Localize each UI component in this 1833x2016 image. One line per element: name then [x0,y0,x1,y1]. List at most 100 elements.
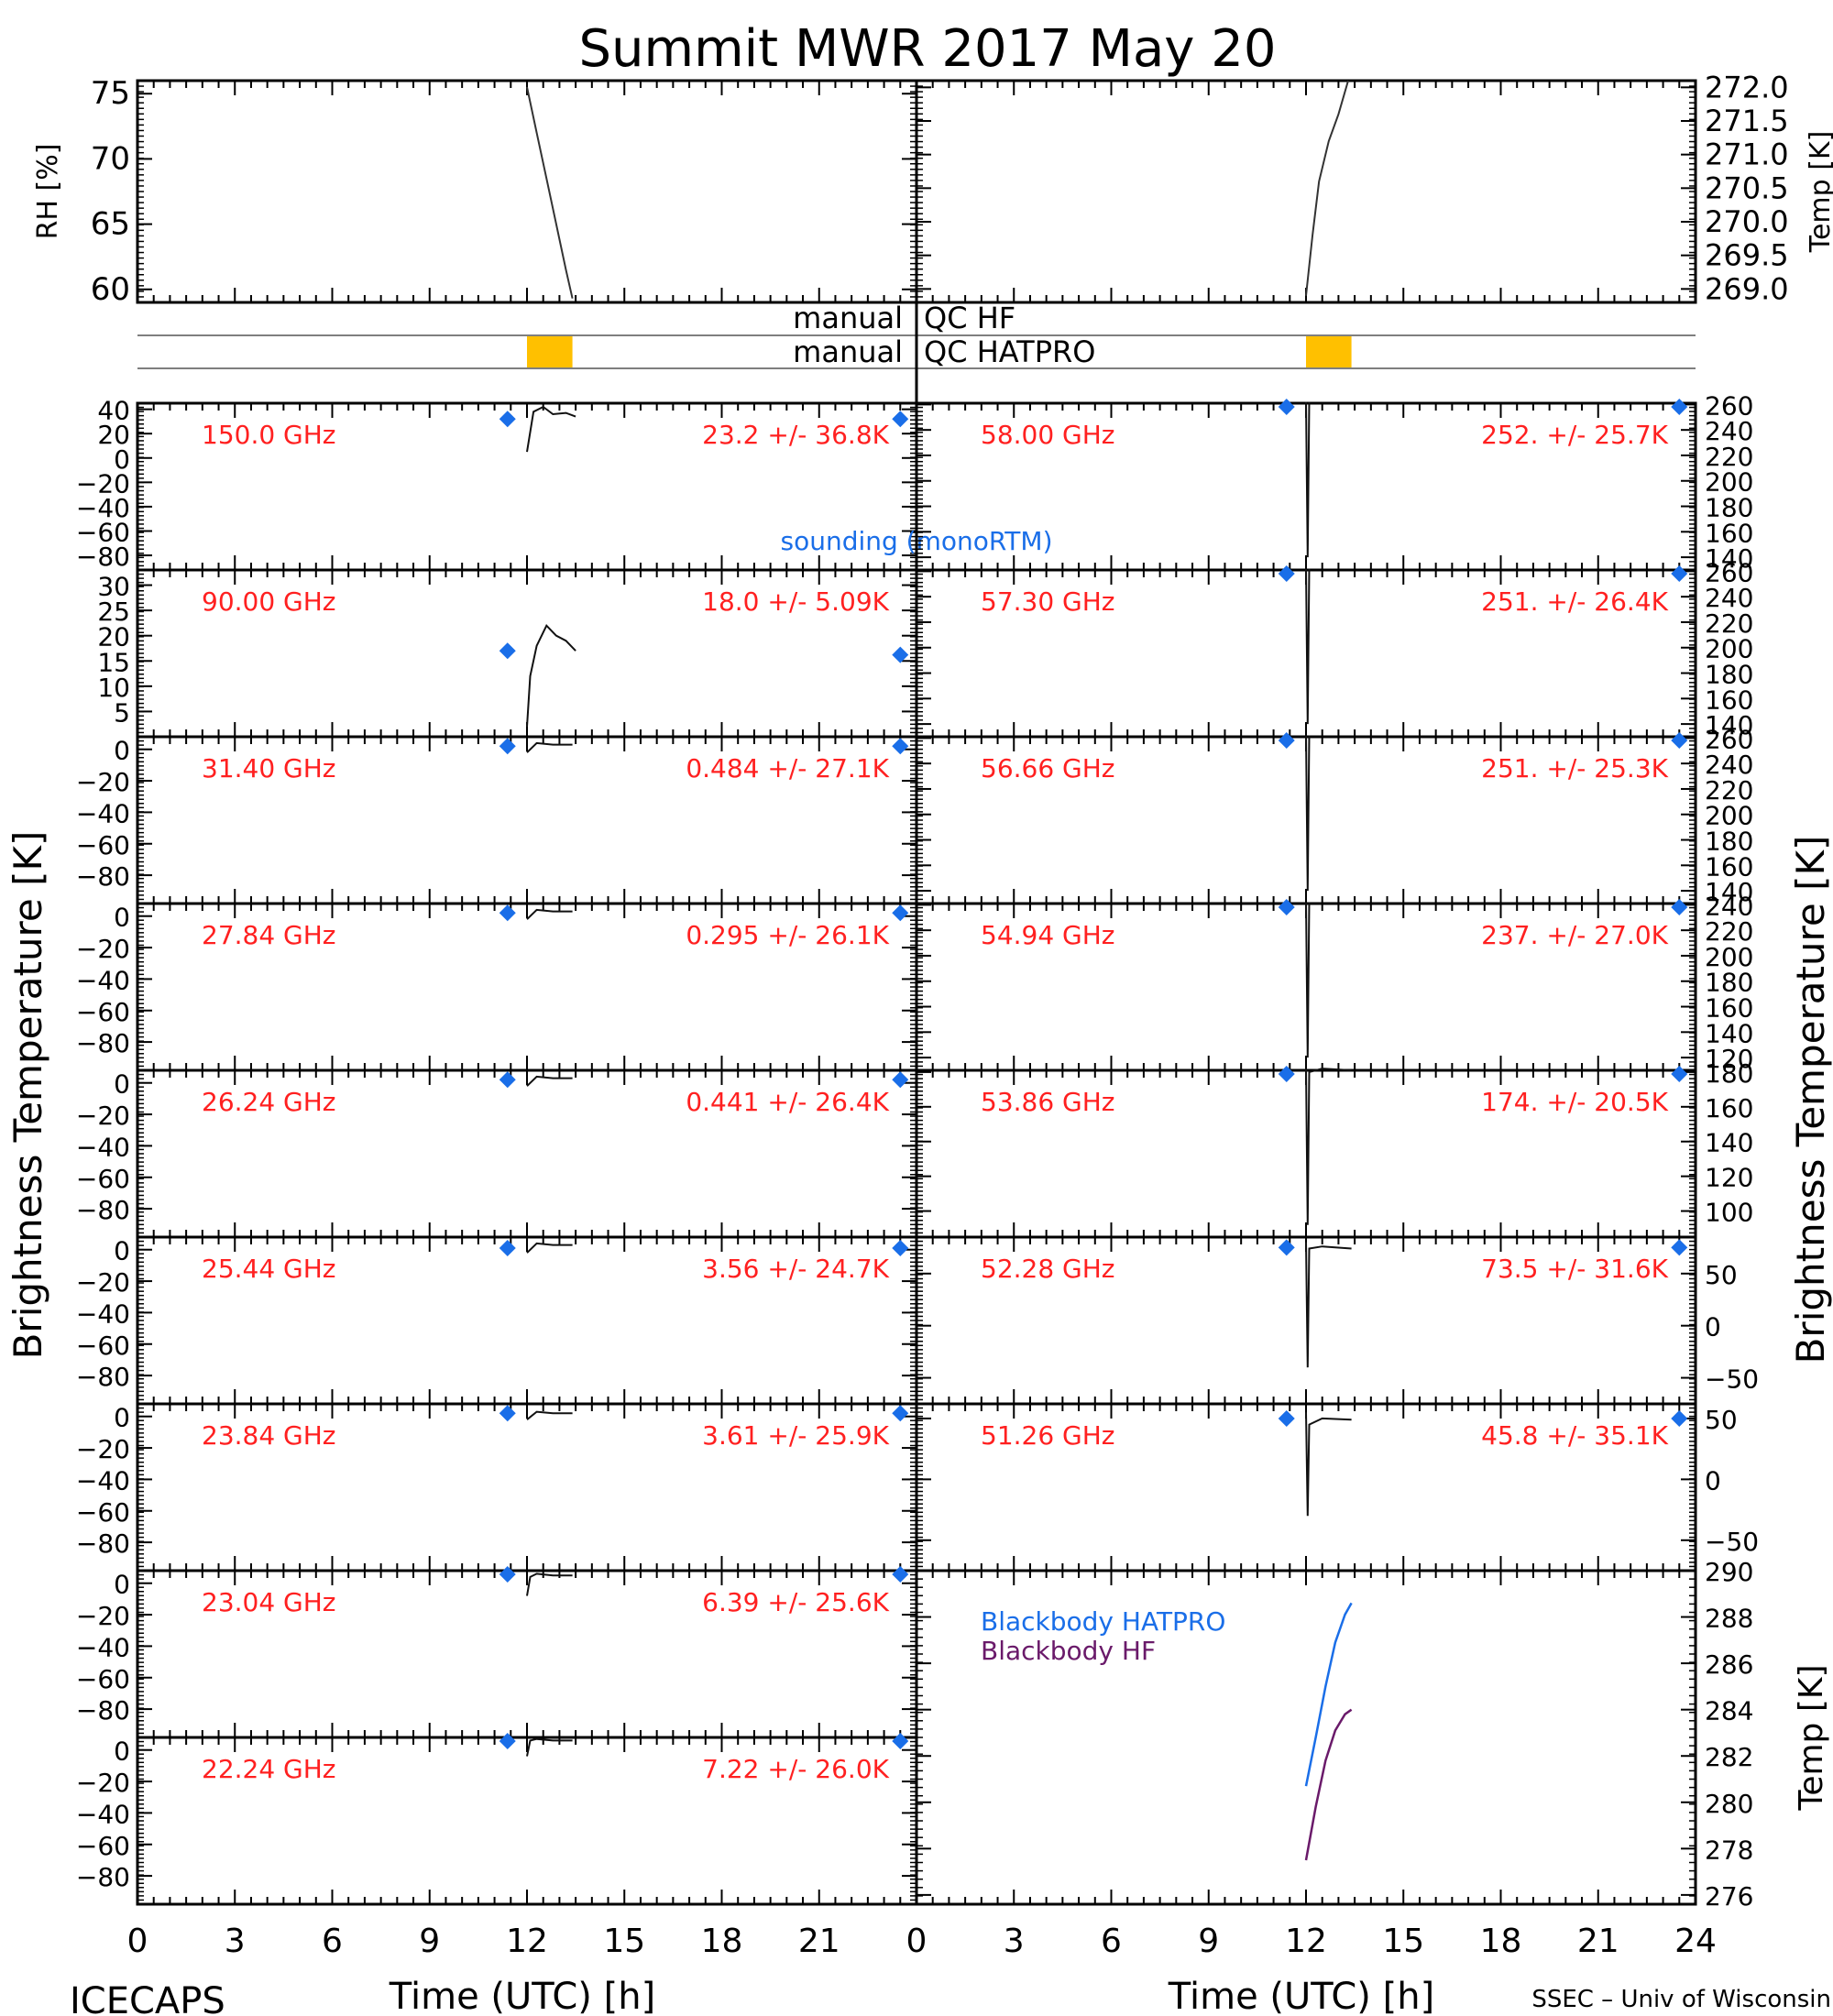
right-ch-1-y-tick-label: 140 [1705,710,1753,740]
left-ch-5-y-tick-label: −20 [76,1267,130,1298]
blackbody-series-line [1304,1708,1353,1861]
right-ch-0-y-tick-label: 140 [1705,543,1753,574]
blackbody-axis-label: Temp [K] [1793,1664,1830,1811]
right-ch-6-y-tick-label: 50 [1705,1405,1738,1435]
panels: 60657075269.0269.5270.0270.5271.0271.527… [32,70,1833,1960]
right-ch-6-trace [1305,1412,1352,1517]
right-ch-1-y-tick-label: 240 [1705,583,1753,613]
right-ch-1-freq-label: 57.30 GHz [981,586,1115,617]
left-ch-0-sounding-marker [892,411,909,428]
x-tick-label-right: 15 [1382,1923,1424,1960]
x-tick-label-left: 3 [225,1923,246,1960]
rh-y-tick-label: 70 [91,140,130,177]
left-ch-6-trace [526,1410,573,1420]
left-ch-4-freq-label: 26.24 GHz [202,1087,336,1117]
temp-y-tick-label: 269.0 [1705,271,1789,306]
right-ch-6-stats-label: 45.8 +/- 35.1K [1481,1420,1668,1451]
right-ch-2-y-tick-label: 140 [1705,877,1753,907]
x-tick-label-left: 0 [127,1923,148,1960]
right-ch-3-trace [1305,902,1311,1058]
right-ch-4-y-tick-label: 160 [1705,1093,1753,1123]
right-ch-2-y-tick-label: 240 [1705,750,1753,780]
right-ch-0-y-tick-label: 180 [1705,493,1753,523]
left-ch-4-y-tick-label: −80 [76,1195,130,1225]
left-ch-7-freq-label: 23.04 GHz [202,1587,336,1617]
right-ch-3-y-tick-label: 240 [1705,891,1753,921]
right-ch-4-sounding-marker [1671,1066,1688,1082]
left-ch-5-stats-label: 3.56 +/- 24.7K [702,1254,889,1284]
right-ch-2-y-tick-label: 260 [1705,724,1753,754]
bb-y-tick-label: 286 [1705,1649,1753,1680]
left-ch-8-y-tick-label: 0 [114,1737,130,1767]
left-ch-6-freq-label: 23.84 GHz [202,1420,336,1451]
right-ch-3-y-tick-label: 200 [1705,942,1753,972]
left-ch-7-stats-label: 6.39 +/- 25.6K [702,1587,889,1617]
left-ch-3-stats-label: 0.295 +/- 26.1K [686,920,889,950]
right-ch-3-y-tick-label: 120 [1705,1044,1753,1074]
left-ch-4-y-tick-label: −20 [76,1101,130,1131]
temp-panel-frame [915,79,1697,304]
temp-trace [1305,80,1349,296]
left-ch-7-y-tick-label: 0 [114,1570,130,1600]
left-ch-3-sounding-marker [892,904,909,922]
left-ch-5-y-tick-label: −80 [76,1362,130,1392]
left-ch-3-y-tick-label: −60 [76,997,130,1027]
left-ch-1-y-tick-label: 25 [97,597,130,627]
left-ch-1-trace [526,623,576,728]
right-ch-5-y-tick-label: 0 [1705,1312,1721,1342]
left-ch-8-trace [526,1737,573,1757]
left-ch-3-y-tick-label: 0 [114,903,130,933]
left-ch-2-y-tick-label: −80 [76,861,130,892]
left-ch-1-stats-label: 18.0 +/- 5.09K [702,586,889,617]
right-ch-4-y-tick-label: 120 [1705,1163,1753,1193]
left-ch-4-sounding-marker [499,1071,516,1089]
x-tick-label-left: 21 [798,1923,840,1960]
right-ch-5-y-tick-label: 50 [1705,1260,1738,1290]
right-ch-3-y-tick-label: 140 [1705,1018,1753,1048]
left-ch-7-y-tick-label: −80 [76,1695,130,1726]
left-ch-8-y-tick-label: −60 [76,1831,130,1861]
left-ch-7-y-tick-label: −20 [76,1601,130,1631]
left-ch-0-y-tick-label: −40 [76,493,130,523]
left-ch-7-sounding-marker [892,1566,909,1583]
right-ch-5-sounding-marker [1278,1239,1295,1256]
bb-y-tick-label: 290 [1705,1557,1753,1587]
right-ch-0-freq-label: 58.00 GHz [981,420,1115,450]
left-ch-2-sounding-marker [892,738,909,755]
left-ch-4-y-tick-label: −40 [76,1132,130,1162]
left-ch-8-y-tick-label: −40 [76,1799,130,1829]
right-ch-3-y-tick-label: 220 [1705,916,1753,947]
right-ch-0-sounding-marker [1671,399,1688,415]
right-ch-6-freq-label: 51.26 GHz [981,1420,1115,1451]
left-ch-5-y-tick-label: −60 [76,1331,130,1361]
right-ch-4-stats-label: 174. +/- 20.5K [1481,1087,1668,1117]
footer-left: ICECAPS [70,1980,225,2016]
left-axis-label: Brightness Temperature [K] [5,831,50,1360]
x-tick-label-right: 12 [1285,1923,1327,1960]
blackbody-legend-entry: Blackbody HATPRO [981,1606,1225,1637]
right-ch-5-sounding-marker [1671,1239,1688,1256]
right-ch-0-sounding-marker [1278,399,1295,415]
left-ch-2-sounding-marker [499,738,516,755]
left-ch-5-sounding-marker [892,1240,909,1257]
left-ch-6-y-tick-label: 0 [114,1403,130,1433]
rh-y-tick-label: 65 [91,206,130,243]
left-ch-0-y-tick-label: −60 [76,517,130,547]
x-tick-label-right: 21 [1577,1923,1619,1960]
left-ch-1-y-tick-label: 5 [114,697,130,728]
temp-axis-label: Temp [K] [1805,131,1833,254]
left-ch-1-y-tick-label: 20 [97,622,130,652]
temp-y-tick-label: 272.0 [1705,70,1789,104]
left-ch-1-freq-label: 90.00 GHz [202,586,336,617]
left-ch-1-y-tick-label: 10 [97,673,130,703]
right-ch-3-sounding-marker [1278,899,1295,915]
left-ch-0-y-tick-label: 40 [97,396,130,426]
right-ch-0-y-tick-label: 160 [1705,518,1753,548]
left-ch-8-stats-label: 7.22 +/- 26.0K [702,1754,889,1784]
left-ch-0-y-tick-label: −20 [76,468,130,499]
blackbody-legend-entry: Blackbody HF [981,1636,1156,1666]
right-ch-0-y-tick-label: 260 [1705,390,1753,421]
right-ch-6-y-tick-label: −50 [1705,1527,1759,1557]
right-ch-3-y-tick-label: 180 [1705,968,1753,998]
left-ch-2-y-tick-label: −40 [76,798,130,828]
